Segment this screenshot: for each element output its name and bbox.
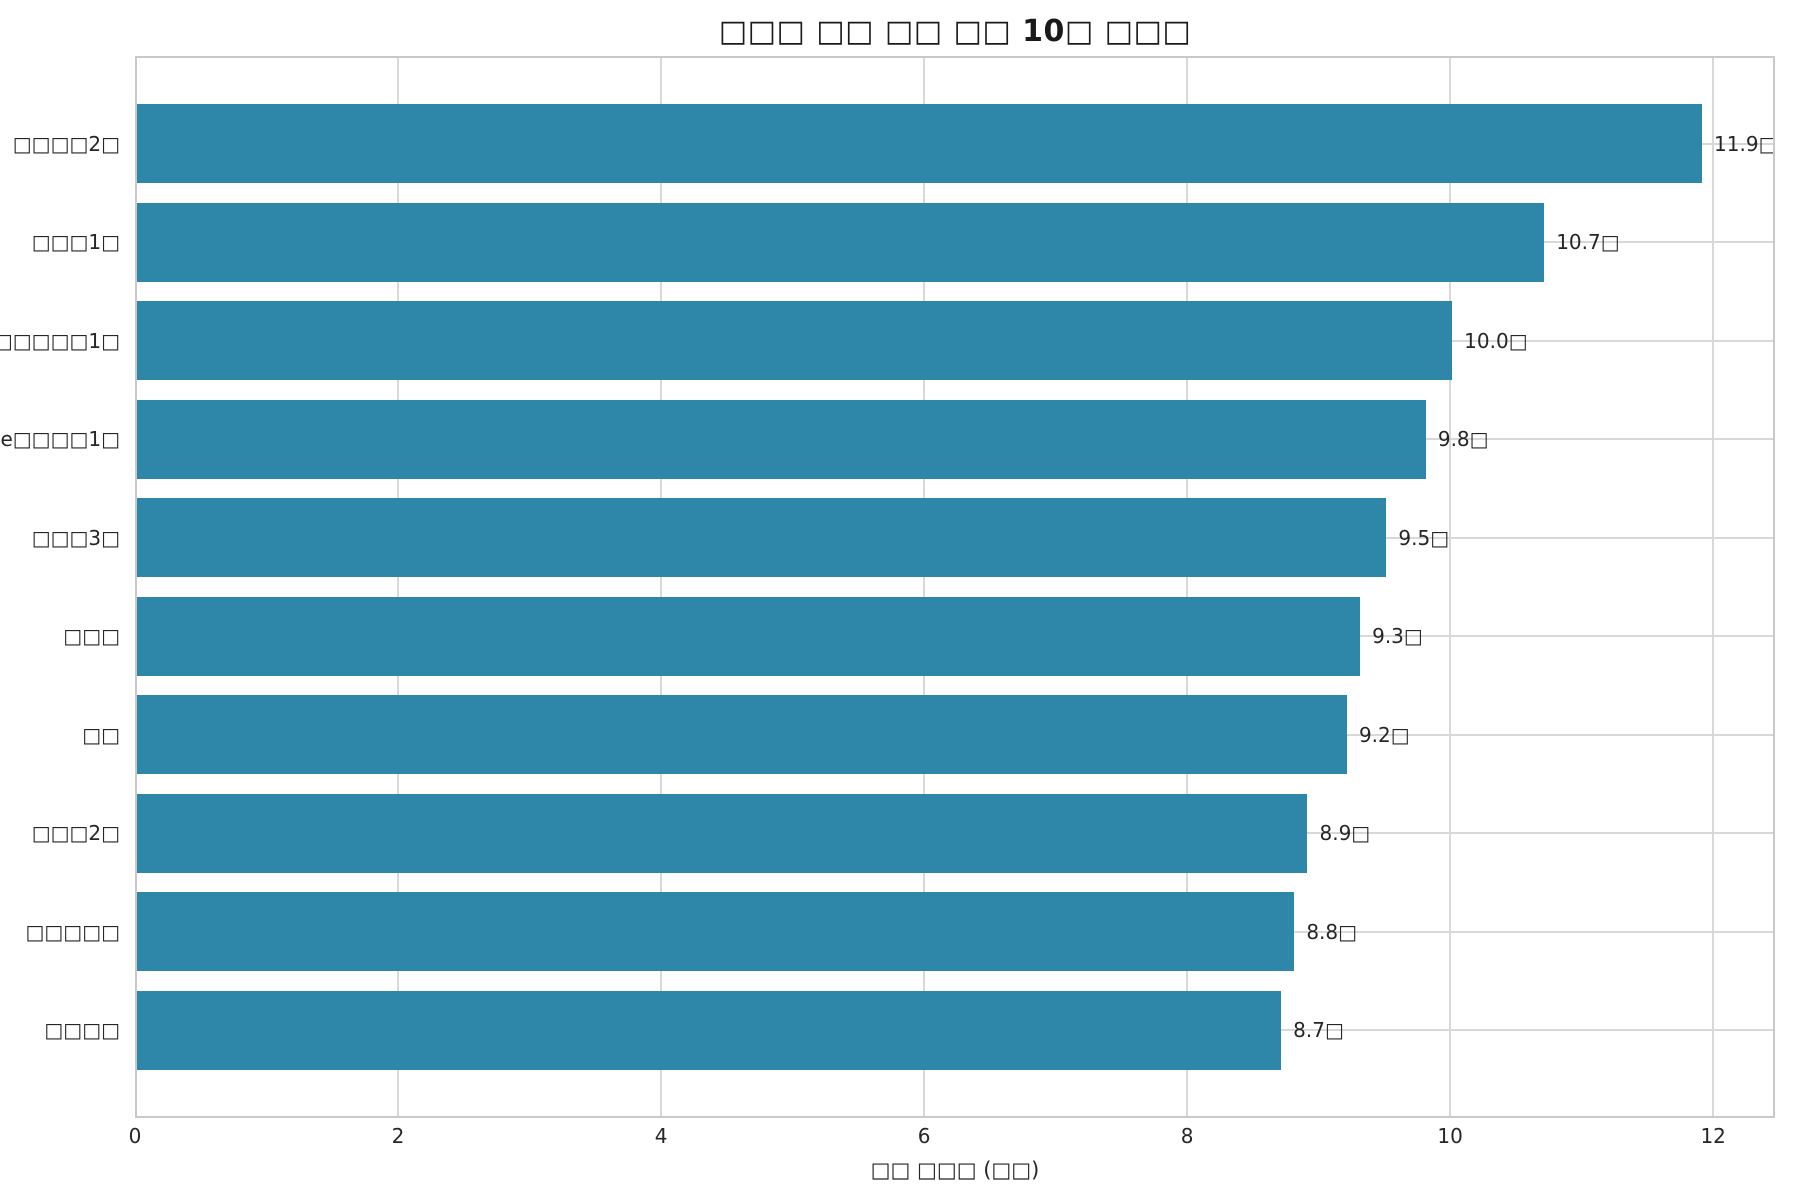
bar <box>137 793 1308 873</box>
bar <box>137 104 1703 184</box>
x-tick-label: 10 <box>1437 1124 1463 1148</box>
category-label: □□□1□ <box>31 230 120 255</box>
bar <box>137 892 1295 972</box>
bar <box>137 498 1387 578</box>
category-label: e□□□□1□ <box>0 427 120 452</box>
bar-value-label: 9.3□ <box>1372 624 1423 649</box>
category-label: □□ <box>82 722 120 747</box>
bar-value-label: 8.7□ <box>1293 1018 1344 1043</box>
category-label: □□□□2□ <box>12 131 120 156</box>
gridline-vertical <box>1449 58 1452 1116</box>
category-label: □□□ <box>63 624 120 649</box>
x-tick-label: 12 <box>1700 1124 1726 1148</box>
bar <box>137 990 1282 1070</box>
bar <box>137 399 1426 479</box>
x-tick-label: 2 <box>391 1124 405 1148</box>
bar <box>137 202 1545 282</box>
bar-value-label: 10.7□ <box>1556 230 1620 255</box>
bar-value-label: 9.8□ <box>1437 427 1489 452</box>
x-tick-label: 0 <box>128 1124 142 1148</box>
x-tick-label: 4 <box>654 1124 668 1148</box>
bar <box>137 301 1453 381</box>
bar <box>137 596 1361 676</box>
gridline-vertical <box>1186 58 1189 1116</box>
bar-value-label: 8.8□ <box>1306 919 1358 944</box>
gridline-vertical <box>1712 58 1715 1116</box>
x-tick-label: 8 <box>1180 1124 1194 1148</box>
category-label: □□□2□ <box>31 821 120 846</box>
bar-value-label: 10.0□ <box>1464 328 1528 353</box>
x-axis-label: □□ □□□ (□□) <box>870 1158 1040 1182</box>
bar-value-label: 8.9□ <box>1319 821 1371 846</box>
bar-value-label: 11.9□ <box>1714 131 1775 156</box>
gridline-vertical <box>397 58 400 1116</box>
plot-area: 11.9□ 10.7□ 10.0□ 9.8□ 9.5□ 9.3□ 9.2□ 8.9□ 8.8□ 8… <box>135 56 1775 1118</box>
gridline-vertical <box>660 58 663 1116</box>
bar-value-label: 9.2□ <box>1358 722 1410 747</box>
category-label: □□□□□ <box>25 919 120 944</box>
chart-title: □□□ □□ □□ □□ 10□ □□□ <box>718 14 1192 49</box>
category-label: □□□□□1□ <box>0 328 120 353</box>
x-tick-label: 6 <box>917 1124 931 1148</box>
bar-value-label: 9.5□ <box>1398 525 1450 550</box>
gridline-vertical <box>923 58 926 1116</box>
category-label: □□□□ <box>44 1018 120 1043</box>
bar <box>137 695 1347 775</box>
category-label: □□□3□ <box>31 525 120 550</box>
